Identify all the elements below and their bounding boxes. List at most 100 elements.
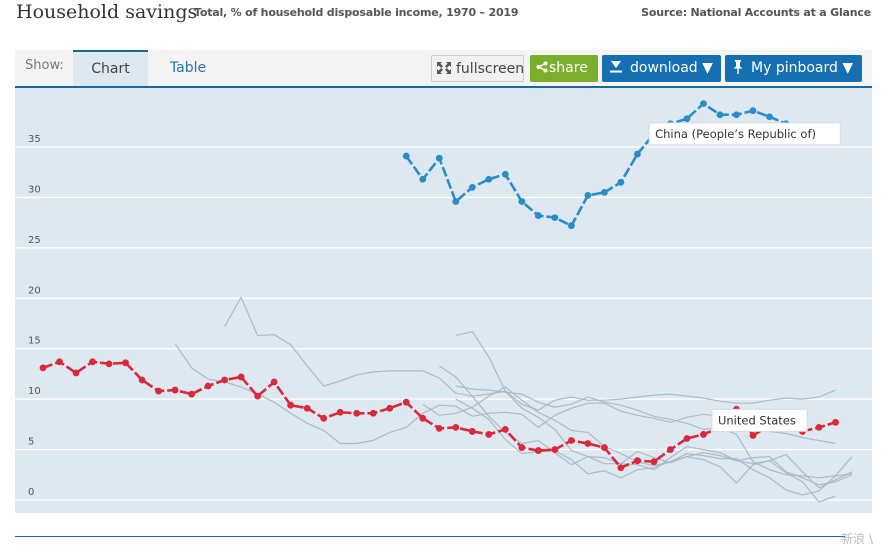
source-link[interactable]: Source: National Accounts at a Glance (641, 6, 871, 19)
data-point (700, 431, 707, 438)
data-point (419, 414, 427, 422)
data-point (534, 447, 542, 454)
y-tick-label: 5 (28, 437, 34, 448)
data-point (287, 401, 295, 409)
data-point (402, 152, 410, 160)
share-button[interactable]: share (530, 55, 598, 82)
data-point (584, 440, 592, 447)
fullscreen-label: fullscreen (456, 61, 525, 77)
pinboard-label: My pinboard ▼ (751, 60, 854, 76)
series-label-box (648, 122, 841, 146)
data-point (138, 376, 146, 384)
data-point (551, 214, 559, 221)
data-point (733, 111, 740, 119)
background-series-line (224, 295, 836, 411)
data-point (303, 404, 311, 412)
data-point (501, 170, 509, 178)
data-point (567, 222, 575, 230)
data-point (320, 414, 328, 422)
data-point (634, 150, 641, 158)
data-point (435, 424, 443, 432)
fullscreen-button[interactable]: fullscreen (431, 55, 524, 82)
data-point (584, 192, 592, 199)
pinboard-button[interactable]: My pinboard ▼ (725, 55, 862, 82)
download-icon (610, 55, 622, 82)
tab-table[interactable]: Table (169, 60, 207, 76)
line-chart: 0510152025303519701975198019851990199520… (15, 88, 872, 540)
data-point (518, 444, 526, 451)
share-icon (536, 55, 548, 82)
data-point (485, 431, 493, 438)
data-point (336, 408, 344, 416)
data-point (402, 398, 410, 406)
data-point (617, 464, 625, 472)
data-point (749, 432, 757, 439)
data-point (501, 426, 509, 433)
view-toolbar: Show: Chart Table fullscreen share downl… (15, 50, 872, 88)
data-point (683, 435, 691, 442)
chart-title: Household savings (16, 1, 198, 23)
series-label-box (711, 408, 808, 432)
data-point (369, 409, 377, 417)
y-tick-label: 15 (28, 336, 41, 347)
show-label: Show: (25, 58, 64, 73)
data-point (386, 404, 394, 412)
data-point (716, 111, 724, 119)
data-point (567, 437, 575, 444)
download-label: download ▼ (630, 60, 713, 76)
y-tick-label: 25 (28, 235, 41, 246)
data-point (254, 392, 262, 400)
series-label: United States (711, 408, 808, 432)
data-point (237, 373, 245, 381)
data-point (468, 428, 476, 435)
data-point (270, 378, 278, 386)
bottom-divider (15, 536, 845, 537)
data-point (72, 369, 80, 377)
chart-area: 0510152025303519701975198019851990199520… (15, 88, 872, 540)
data-point (832, 418, 839, 426)
data-point (468, 183, 476, 191)
data-point (551, 446, 559, 453)
data-point (683, 115, 691, 123)
y-tick-label: 0 (28, 487, 34, 498)
data-point (766, 113, 773, 121)
data-point (221, 376, 229, 384)
data-point (122, 359, 129, 367)
expand-icon (436, 56, 452, 83)
data-point (600, 188, 608, 196)
y-tick-label: 30 (28, 184, 41, 195)
data-point (155, 387, 162, 395)
series-label: China (People’s Republic of) (648, 122, 841, 146)
data-point (518, 198, 526, 205)
y-tick-label: 10 (28, 386, 41, 397)
data-point (700, 100, 707, 108)
data-point (452, 423, 460, 431)
data-point (188, 390, 196, 398)
share-label: share (549, 60, 588, 76)
data-point (419, 175, 427, 183)
data-point (105, 360, 113, 368)
data-point (204, 382, 212, 390)
data-point (815, 423, 823, 431)
series-label-text: China (People’s Republic of) (655, 127, 816, 141)
watermark: 新浪 \ (841, 532, 873, 546)
data-point (485, 175, 493, 183)
data-point (353, 409, 361, 417)
chart-subtitle: Total, % of household disposable income,… (194, 6, 519, 19)
data-point (56, 358, 63, 366)
plot-background (15, 88, 872, 514)
data-point (600, 444, 608, 451)
data-point (534, 212, 542, 219)
data-point (617, 178, 625, 186)
data-point (634, 457, 641, 465)
data-point (39, 364, 47, 372)
data-point (435, 154, 443, 162)
background-series-line (455, 385, 853, 479)
data-point (452, 198, 460, 205)
y-tick-label: 35 (28, 134, 41, 145)
download-button[interactable]: download ▼ (602, 55, 721, 82)
data-point (650, 458, 658, 466)
data-point (667, 446, 674, 453)
y-tick-label: 20 (28, 285, 41, 296)
tab-chart[interactable]: Chart (73, 50, 148, 86)
